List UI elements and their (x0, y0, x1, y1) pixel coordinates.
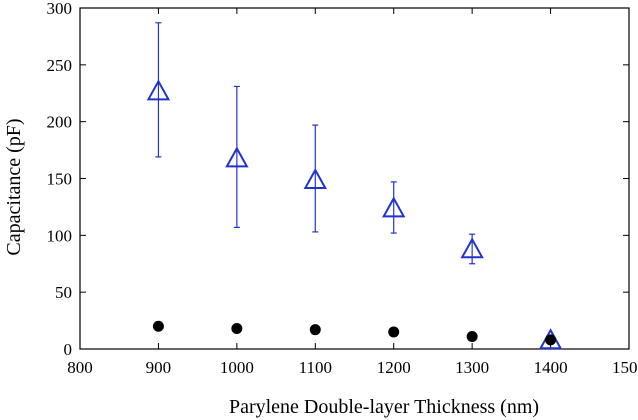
y-tick-label: 0 (64, 340, 73, 359)
plot-frame (79, 7, 630, 350)
data-point-circle (466, 330, 478, 342)
x-tick-label: 800 (67, 358, 93, 377)
series-1 (152, 320, 557, 346)
y-tick-label: 200 (47, 113, 73, 132)
y-tick-label: 100 (47, 226, 73, 245)
data-point-triangle (460, 237, 484, 259)
data-point-triangle (225, 146, 249, 168)
series-layer (146, 22, 563, 350)
y-axis: 0 50 100 150 200 250 300 (47, 0, 629, 359)
data-point-circle (388, 326, 400, 338)
x-tick-label: 1000 (220, 358, 254, 377)
y-tick-label: 300 (47, 0, 73, 18)
data-point-triangle (382, 196, 406, 218)
data-point-triangle (303, 167, 327, 189)
data-point-triangle (146, 79, 171, 101)
x-tick-label: 1400 (534, 358, 568, 377)
data-point-circle (545, 334, 557, 346)
y-tick-label: 50 (55, 283, 72, 302)
data-point-circle (152, 320, 164, 332)
x-tick-label: 1300 (455, 358, 489, 377)
y-tick-label: 250 (47, 56, 73, 75)
x-tick-label: 1100 (299, 358, 332, 377)
x-tick-label: 900 (146, 358, 172, 377)
series-0 (146, 22, 563, 350)
plot-area (79, 7, 630, 350)
data-point-circle (309, 324, 321, 336)
x-axis-label: Parylene Double-layer Thickness (nm) (229, 396, 539, 418)
y-axis-label: Capacitance (pF) (3, 118, 25, 255)
y-tick-label: 150 (47, 170, 73, 189)
x-tick-label: 1200 (377, 358, 411, 377)
data-point-circle (231, 323, 243, 335)
